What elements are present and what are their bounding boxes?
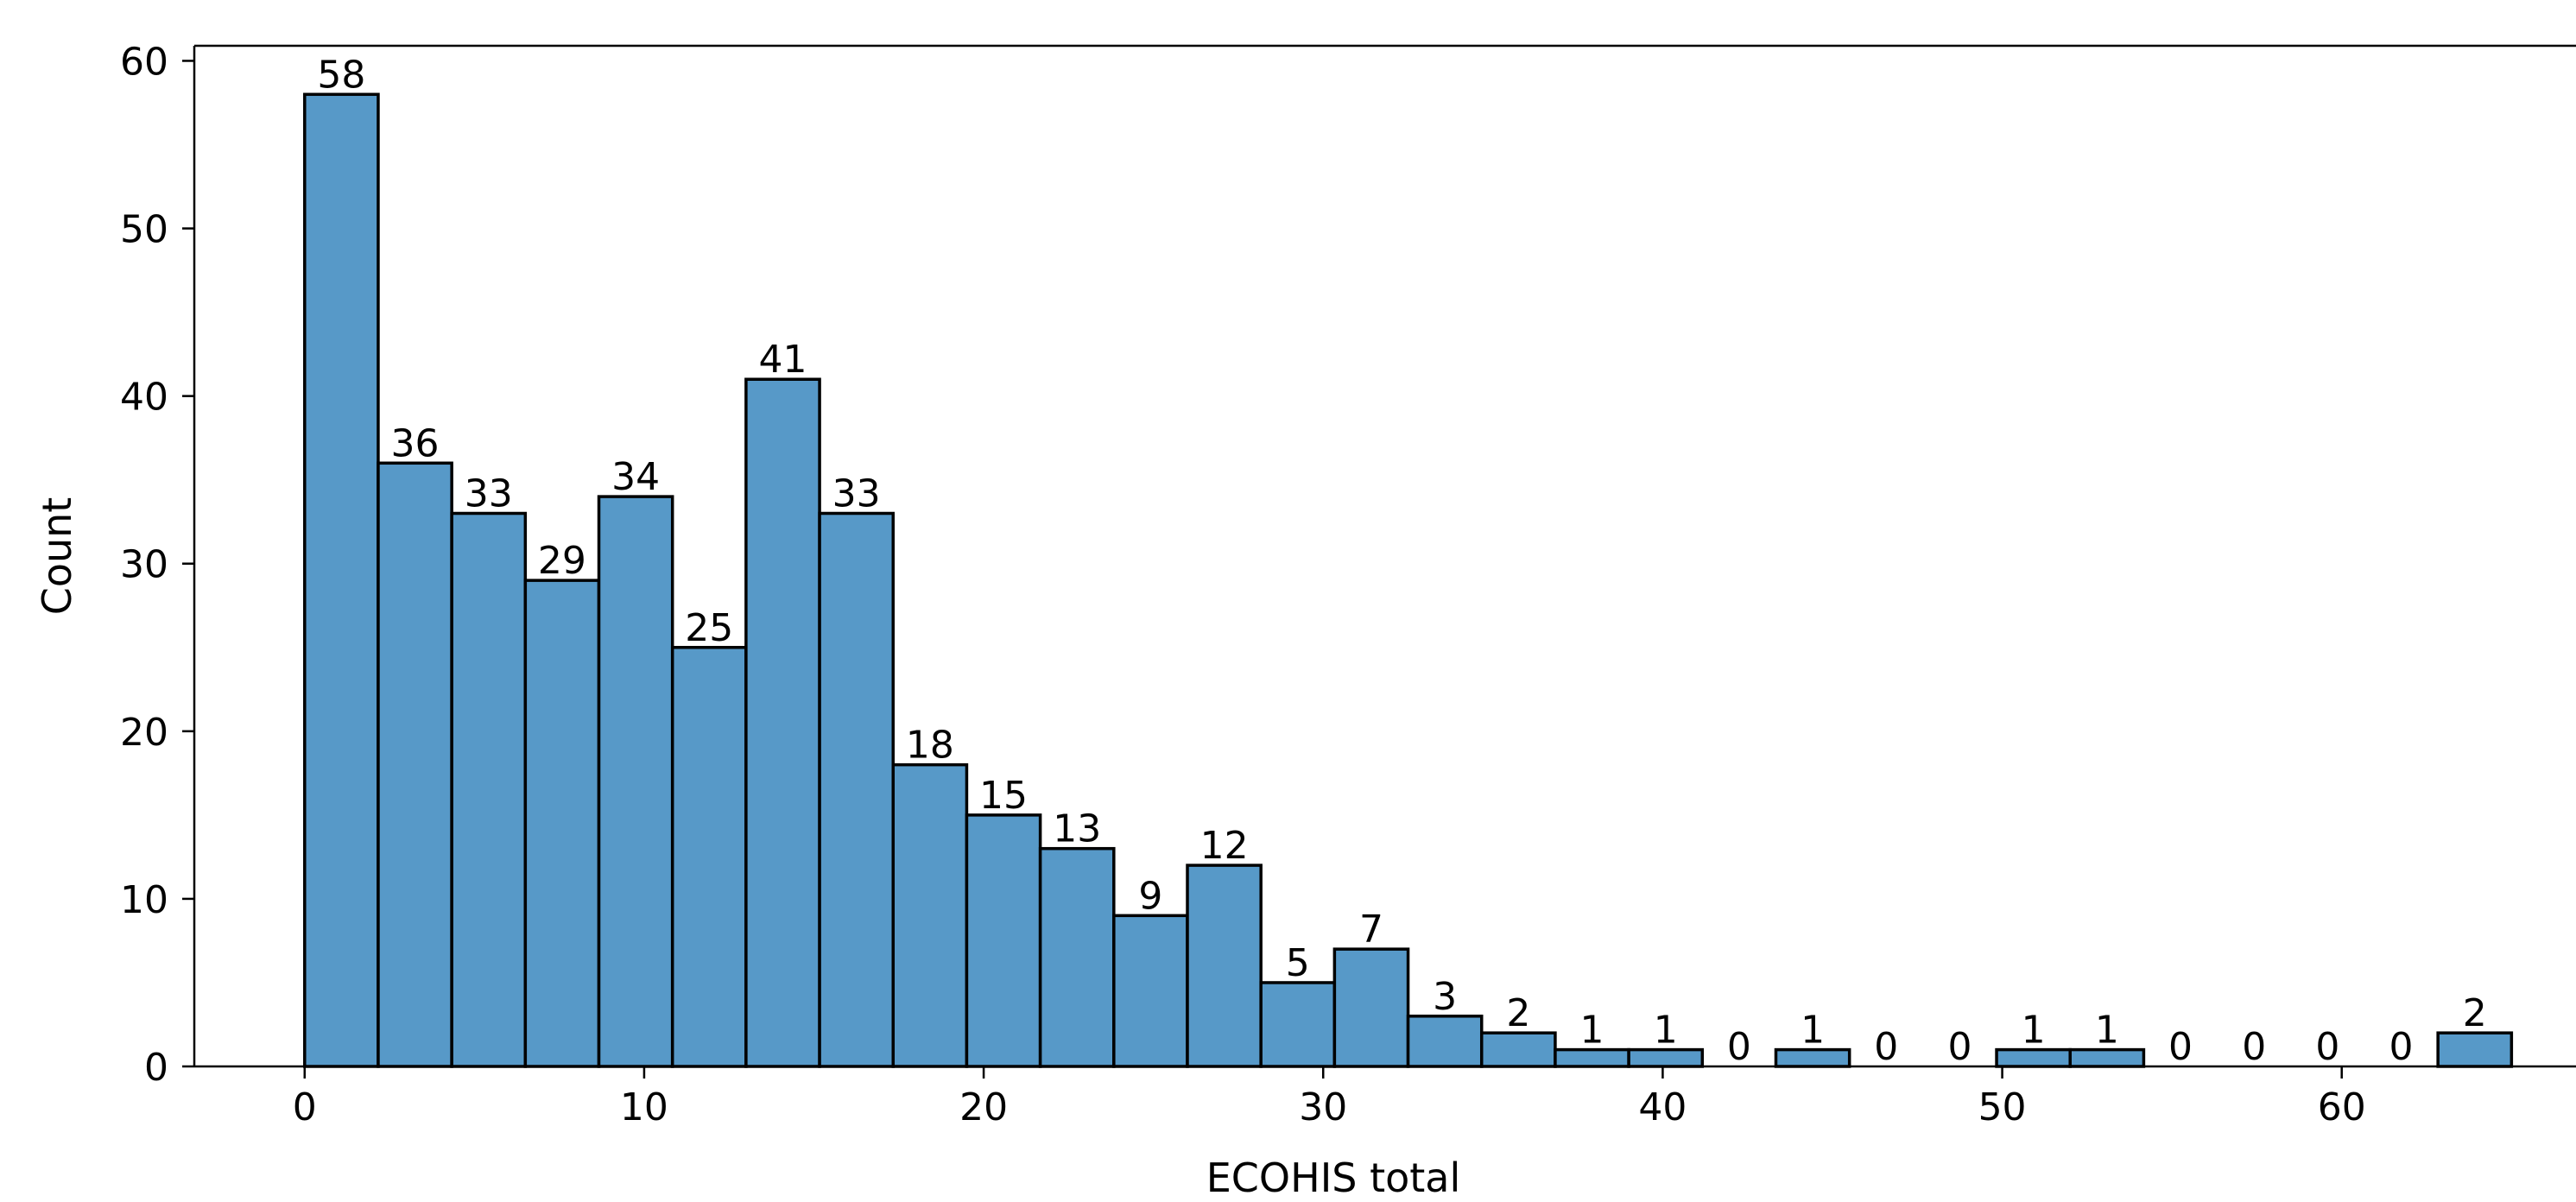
histogram-bar [744,377,821,1068]
histogram-bar [1186,864,1263,1068]
bar-value-label: 0 [2389,1025,2414,1069]
x-tick-label: 20 [959,1085,1008,1129]
histogram-bar [1479,1031,1557,1068]
y-tick-label: 30 [120,543,168,587]
histogram-bar [1038,846,1116,1068]
bar-value-label: 29 [538,539,586,583]
histogram-bar [670,646,748,1068]
bar-value-label: 0 [1947,1025,1972,1069]
histogram-bar [1259,981,1337,1068]
x-tick-label: 30 [1299,1085,1347,1129]
bar-value-label: 33 [832,472,881,516]
y-axis-label: Count [34,497,80,616]
y-tick-label: 10 [120,878,168,922]
histogram-bar [303,92,380,1068]
x-axis-label: ECOHIS total [1206,1155,1461,1198]
histogram-bar [377,461,453,1068]
bar-value-label: 0 [2242,1025,2266,1069]
histogram-bar [1112,914,1189,1068]
y-tick-label: 0 [144,1046,168,1090]
bar-value-label: 7 [1359,908,1383,952]
x-tick-label: 10 [620,1085,668,1129]
y-tick-label: 20 [120,711,168,755]
x-tick-label: 40 [1638,1085,1687,1129]
histogram-bar [2436,1031,2514,1068]
bar-value-label: 2 [2463,991,2487,1035]
bar-value-label: 18 [906,724,954,768]
histogram-bar [891,762,969,1068]
x-tick-label: 0 [293,1085,317,1129]
bar-value-label: 1 [1801,1009,1825,1053]
bar-value-label: 13 [1053,807,1101,851]
histogram-bar [965,813,1042,1068]
bar-value-label: 1 [1580,1009,1604,1053]
x-tick-label: 60 [2318,1085,2366,1129]
bar-value-label: 36 [391,421,440,465]
bar-value-label: 12 [1200,824,1249,868]
histogram-bar [1406,1015,1484,1068]
histogram-bar [597,495,674,1068]
bar-value-label: 5 [1286,941,1310,985]
bar-value-label: 0 [2315,1025,2339,1069]
bar-value-label: 1 [2095,1009,2119,1053]
histogram-bar [818,511,896,1068]
bar-value-label: 0 [1727,1025,1751,1069]
bar-value-label: 9 [1138,874,1162,918]
bar-value-label: 1 [2022,1009,2046,1053]
bar-value-label: 0 [1874,1025,1898,1069]
bar-value-label: 3 [1433,975,1457,1019]
histogram-bar [523,579,601,1068]
x-tick-label: 50 [1978,1085,2027,1129]
bars-layer [303,92,2514,1068]
histogram-bar [1332,947,1410,1068]
bar-value-label: 2 [1506,991,1530,1035]
y-tick-label: 40 [120,376,168,420]
histogram-bar [450,511,528,1068]
bar-value-label: 41 [758,338,807,382]
bar-labels-layer: 58 36 33 29 34 25 41 33 18 15 13 9 12 5 7 3 2 1 1 0 1 0 0 1 1 0 0 0… [317,53,2486,1069]
bar-value-label: 15 [979,774,1028,818]
bar-value-label: 33 [465,472,513,516]
y-tick-label: 50 [120,208,168,252]
bar-value-label: 34 [611,455,660,499]
bar-value-label: 1 [1654,1009,1678,1053]
bar-value-label: 0 [2168,1025,2193,1069]
y-tick-label: 60 [120,40,168,84]
bar-value-label: 58 [317,53,365,97]
bar-value-label: 25 [685,606,733,650]
